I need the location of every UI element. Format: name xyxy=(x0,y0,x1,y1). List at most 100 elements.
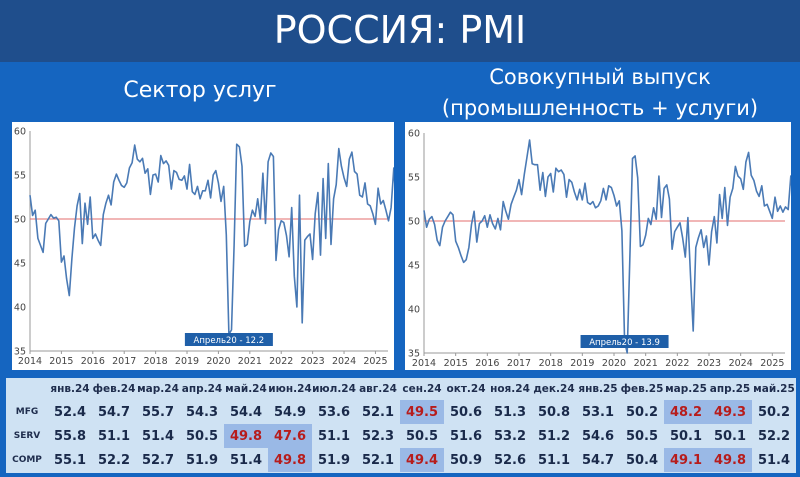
x-tick-label: 2016 xyxy=(475,358,499,369)
composite-pmi-chart: 35 40 45 50 55 60 2014 2015 2016 2017 2018 2019 2020… xyxy=(408,129,800,369)
table-column-header: фев.24 xyxy=(92,383,136,395)
table-cell: 49.1 xyxy=(664,448,708,472)
y-tick-label: 50 xyxy=(408,217,420,228)
table-cell: 51.3 xyxy=(493,404,527,420)
right-subtitle-line1: Совокупный выпуск xyxy=(489,65,711,89)
table-cell: 50.5 xyxy=(625,428,659,444)
table-cell: 51.4 xyxy=(757,452,791,468)
table-cell: 52.4 xyxy=(53,404,87,420)
table-column-header: янв.25 xyxy=(578,383,618,395)
table-column-header: дек.24 xyxy=(533,383,575,395)
x-tick-label: 2015 xyxy=(444,358,468,369)
table-cell: 49.5 xyxy=(400,400,444,424)
pmi-table-body: MFG 52.4 54.7 55.7 54.3 54.4 54.9 53.6 52.1 49.5 5… xyxy=(6,400,796,472)
table-row: COMP 55.1 52.2 52.7 51.9 51.4 49.8 51.9 52.1 49.4… xyxy=(6,448,796,472)
table-column-header: июл.24 xyxy=(312,383,356,395)
x-tick-label: 2021 xyxy=(634,358,658,369)
table-column-header: июн.24 xyxy=(268,383,312,395)
pmi-table: янв.24 фев.24 мар.24 апр.24 май.24 июн.24 июл.… xyxy=(6,378,796,473)
table-column-header: мар.25 xyxy=(665,383,707,395)
table-cell: 50.1 xyxy=(669,428,703,444)
table-cell: 55.8 xyxy=(53,428,87,444)
x-tick-label: 2014 xyxy=(412,358,436,369)
table-column-header: авг.24 xyxy=(359,383,397,395)
composite-pmi-chart-panel: 35 40 45 50 55 60 2014 2015 2016 2017 2018 2019 2020… xyxy=(405,122,800,370)
table-cell: 51.4 xyxy=(229,452,263,468)
y-tick-label: 60 xyxy=(14,127,26,138)
pmi-series-line xyxy=(423,139,800,354)
table-cell: 50.4 xyxy=(625,452,659,468)
table-cell: 48.2 xyxy=(664,400,708,424)
table-cell: 53.2 xyxy=(493,428,527,444)
table-cell: 50.2 xyxy=(757,404,791,420)
x-tick-label: 2015 xyxy=(49,356,73,367)
table-cell: 50.1 xyxy=(713,428,747,444)
table-cell: 49.3 xyxy=(708,400,752,424)
pmi-table-header-row: янв.24 фев.24 мар.24 апр.24 май.24 июн.24 июл.… xyxy=(6,378,796,400)
right-chart-subtitle: Совокупный выпуск (промышленность + услу… xyxy=(400,62,800,124)
table-cell: 54.3 xyxy=(185,404,219,420)
x-tick-label: 2017 xyxy=(507,358,531,369)
table-cell: 52.2 xyxy=(97,452,131,468)
x-tick-label: 2016 xyxy=(81,356,105,367)
annotation-label: Апрель20 - 13.9 xyxy=(589,338,660,348)
table-cell: 49.4 xyxy=(400,448,444,472)
table-cell: 54.4 xyxy=(229,404,263,420)
table-column-header: окт.24 xyxy=(446,383,486,395)
table-cell: 50.5 xyxy=(185,428,219,444)
x-tick-label: 2014 xyxy=(18,356,42,367)
y-tick-label: 35 xyxy=(408,349,420,360)
services-pmi-chart: 35 40 45 50 55 60 2014 2015 2016 2017 2018 2019 2020… xyxy=(14,127,442,367)
table-column-header: апр.24 xyxy=(181,383,223,395)
table-cell: 53.6 xyxy=(317,404,351,420)
annotation-box xyxy=(184,333,273,346)
table-cell: 49.8 xyxy=(708,448,752,472)
x-tick-label: 2019 xyxy=(570,358,594,369)
table-cell: 51.9 xyxy=(317,452,351,468)
y-tick-label: 40 xyxy=(408,305,420,316)
x-tick-label: 2018 xyxy=(144,356,168,367)
table-cell: 49.8 xyxy=(224,424,268,448)
table-cell: 52.1 xyxy=(361,404,395,420)
table-column-header: янв.24 xyxy=(50,383,90,395)
x-tick-label: 2020 xyxy=(602,358,626,369)
table-row: MFG 52.4 54.7 55.7 54.3 54.4 54.9 53.6 52.1 49.5 5… xyxy=(6,400,796,424)
table-cell: 54.7 xyxy=(581,452,615,468)
table-cell: 49.8 xyxy=(268,448,312,472)
x-tick-label: 2022 xyxy=(665,358,689,369)
y-tick-label: 55 xyxy=(408,173,420,184)
annotation-label: Апрель20 - 12.2 xyxy=(194,336,265,346)
x-tick-label: 2023 xyxy=(301,356,325,367)
table-cell: 51.1 xyxy=(97,428,131,444)
table-column-header: май.25 xyxy=(753,383,795,395)
x-tick-label: 2021 xyxy=(238,356,262,367)
table-cell: 51.1 xyxy=(537,452,571,468)
page-title: РОССИЯ: PMI xyxy=(0,0,800,62)
x-tick-label: 2024 xyxy=(332,356,356,367)
x-tick-label: 2020 xyxy=(206,356,230,367)
pmi-table-corner xyxy=(6,378,48,400)
left-chart-subtitle: Сектор услуг xyxy=(123,78,277,103)
table-cell: 54.6 xyxy=(581,428,615,444)
table-cell: 52.3 xyxy=(361,428,395,444)
y-tick-label: 45 xyxy=(14,259,26,270)
table-cell: 50.6 xyxy=(449,404,483,420)
y-tick-label: 40 xyxy=(14,303,26,314)
table-cell: 51.9 xyxy=(185,452,219,468)
x-tick-label: 2017 xyxy=(112,356,136,367)
pmi-series-line xyxy=(29,143,437,336)
table-cell: 51.6 xyxy=(449,428,483,444)
table-cell: 52.1 xyxy=(361,452,395,468)
table-cell: 52.6 xyxy=(493,452,527,468)
y-tick-label: 50 xyxy=(14,215,26,226)
table-cell: 52.7 xyxy=(141,452,175,468)
table-column-header: мар.24 xyxy=(137,383,179,395)
table-column-header: май.24 xyxy=(225,383,267,395)
table-cell: 50.2 xyxy=(625,404,659,420)
y-tick-label: 55 xyxy=(14,171,26,182)
annotation-box xyxy=(580,335,669,348)
table-cell: 50.5 xyxy=(405,428,439,444)
table-cell: 51.2 xyxy=(537,428,571,444)
table-column-header: апр.25 xyxy=(709,383,751,395)
x-tick-label: 2023 xyxy=(697,358,721,369)
